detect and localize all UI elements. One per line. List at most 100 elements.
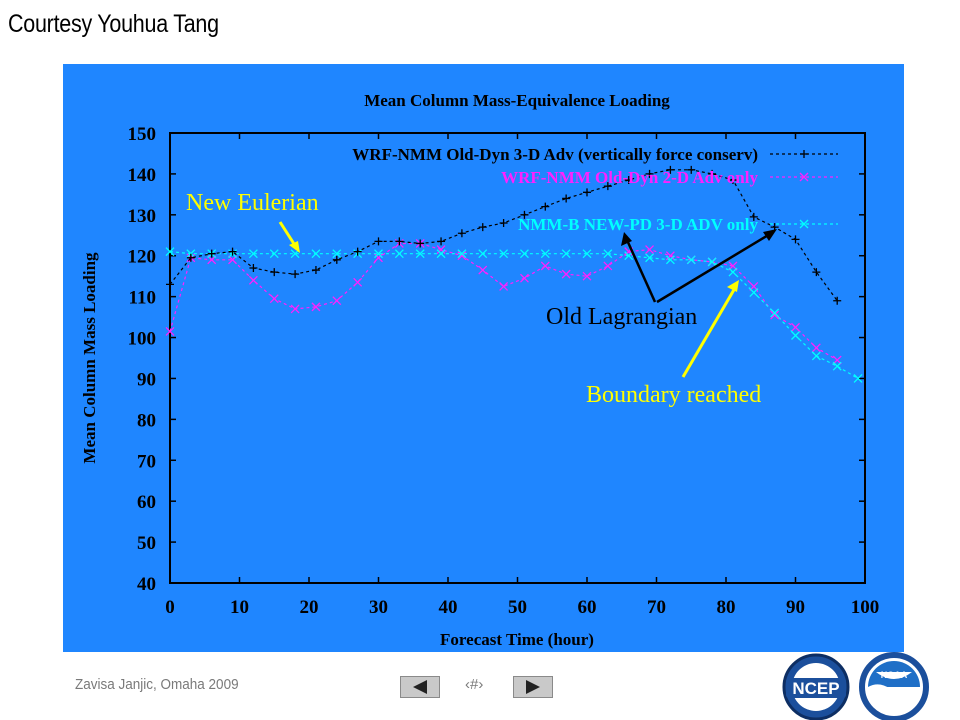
- series-point-2: [311, 249, 321, 259]
- arrow-old-lagrangian-1: [625, 239, 657, 303]
- y-tick-label: 150: [128, 124, 157, 145]
- arrowhead-old-lagrangian-1: [621, 232, 632, 246]
- ncep-logo-text: NCEP: [792, 679, 839, 698]
- series-point-1: [374, 253, 383, 263]
- series-point-2: [686, 255, 696, 265]
- series-point-2: [624, 251, 634, 261]
- x-tick-label: 30: [369, 597, 388, 618]
- series-point-1: [290, 304, 300, 314]
- series-point-1: [269, 294, 279, 304]
- series-2: [165, 247, 863, 383]
- series-point-0: [249, 264, 258, 272]
- y-tick-label: 90: [137, 369, 156, 390]
- series-point-0: [166, 280, 174, 289]
- series-point-0: [395, 237, 404, 246]
- series-point-2: [186, 249, 196, 259]
- series-point-0: [291, 270, 300, 279]
- y-tick-label: 60: [137, 492, 156, 513]
- series-point-1: [540, 261, 550, 271]
- chart-title: Mean Column Mass-Equivalence Loading: [364, 91, 670, 110]
- y-tick-label: 110: [129, 288, 156, 309]
- arrow-boundary-reached: [681, 287, 737, 378]
- series-point-1: [603, 261, 613, 271]
- series-point-0: [374, 237, 383, 246]
- series-point-2: [478, 249, 488, 259]
- series-point-2: [394, 249, 404, 259]
- series-point-2: [707, 257, 717, 267]
- annotation-boundary-reached: Boundary reached: [586, 382, 761, 408]
- series-point-1: [791, 322, 800, 332]
- triangle-left-icon: [413, 680, 427, 694]
- triangle-right-icon: [526, 680, 540, 694]
- x-tick-label: 50: [508, 597, 527, 618]
- x-tick-label: 80: [717, 597, 736, 618]
- annotation-old-lagrangian: Old Lagrangian: [546, 304, 697, 330]
- page-number: ‹#›: [465, 676, 484, 693]
- series-line-1: [169, 242, 838, 361]
- y-tick-label: 80: [137, 410, 156, 431]
- series-point-0: [603, 182, 612, 191]
- series-point-0: [186, 253, 195, 262]
- legend-sample-marker-1: [799, 172, 809, 182]
- series-point-2: [332, 249, 342, 259]
- series-point-2: [165, 247, 175, 257]
- series-point-0: [645, 169, 654, 178]
- series-point-0: [687, 165, 696, 174]
- arrow-old-lagrangian-2: [656, 232, 771, 304]
- y-tick-label: 50: [137, 533, 156, 554]
- series-point-1: [436, 245, 446, 255]
- next-slide-button[interactable]: [513, 676, 553, 698]
- legend-entry-2: NMM-B NEW-PD 3-D ADV only: [518, 215, 758, 234]
- series-point-1: [770, 310, 780, 320]
- series-point-2: [853, 373, 863, 383]
- series-point-2: [603, 249, 613, 259]
- series-point-1: [248, 275, 258, 285]
- series-point-2: [248, 249, 258, 259]
- x-tick-label: 60: [578, 597, 597, 618]
- legend-entry-0: WRF-NMM Old-Dyn 3-D Adv (vertically forc…: [352, 145, 758, 164]
- series-point-2: [665, 255, 675, 265]
- x-tick-label: 90: [786, 597, 805, 618]
- x-tick-label: 100: [851, 597, 880, 618]
- previous-slide-button[interactable]: [400, 676, 440, 698]
- y-axis-label: Mean Column Mass Loading: [80, 252, 99, 464]
- series-point-2: [770, 308, 780, 318]
- series-point-1: [665, 251, 675, 261]
- series-point-1: [811, 343, 821, 353]
- series-point-2: [457, 249, 467, 259]
- series-line-2: [169, 251, 859, 380]
- series-point-2: [749, 288, 759, 298]
- y-tick-label: 100: [128, 329, 157, 350]
- series-point-0: [728, 176, 737, 185]
- x-tick-label: 40: [439, 597, 458, 618]
- series-point-2: [540, 249, 550, 259]
- series-point-2: [519, 249, 529, 259]
- series-point-1: [478, 265, 488, 275]
- series-point-1: [582, 271, 592, 281]
- series-0: [166, 165, 842, 305]
- x-tick-label: 10: [230, 597, 249, 618]
- series-point-0: [437, 237, 446, 246]
- series-point-2: [436, 249, 446, 259]
- series-point-0: [228, 247, 237, 256]
- series-point-0: [749, 212, 758, 221]
- series-point-0: [457, 229, 466, 238]
- series-point-0: [311, 266, 320, 275]
- series-point-2: [374, 249, 383, 259]
- agency-logos: NCEP NOAA: [782, 652, 929, 720]
- legend: WRF-NMM Old-Dyn 3-D Adv (vertically forc…: [352, 145, 838, 234]
- series-point-0: [562, 194, 571, 203]
- y-tick-label: 120: [128, 247, 157, 268]
- series-point-1: [353, 277, 363, 287]
- series-point-1: [165, 326, 175, 336]
- series-point-1: [457, 251, 467, 261]
- series-point-0: [624, 176, 633, 185]
- series-point-2: [499, 249, 509, 259]
- noaa-logo-text: NOAA: [881, 670, 908, 680]
- series-point-1: [332, 296, 342, 306]
- series-point-0: [708, 169, 717, 178]
- series-point-2: [269, 249, 279, 259]
- y-tick-label: 130: [128, 206, 157, 227]
- legend-sample-marker-0: [800, 150, 808, 158]
